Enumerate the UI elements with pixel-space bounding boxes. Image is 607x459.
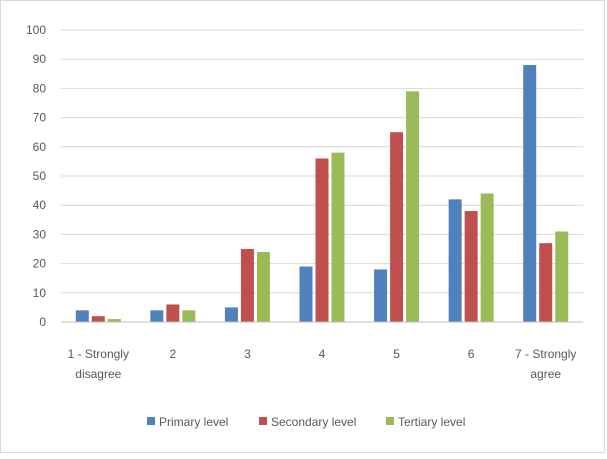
bar-primary-level	[374, 269, 388, 322]
y-tick-label: 90	[33, 52, 47, 66]
bar-primary-level	[75, 310, 89, 322]
bar-primary-level	[523, 65, 537, 322]
bar-primary-level	[299, 266, 313, 322]
x-tick-label: agree	[530, 367, 561, 381]
x-tick-label: 7 - Strongly	[515, 347, 576, 361]
y-tick-label: 20	[33, 257, 47, 271]
legend-swatch	[147, 417, 155, 425]
y-tick-label: 80	[33, 81, 47, 95]
x-tick-label: 3	[244, 347, 251, 361]
bar-primary-level	[224, 307, 238, 322]
bar-secondary-level	[390, 132, 404, 322]
legend: Primary level Secondary level Tertiary lev…	[147, 415, 465, 429]
y-axis-ticks: 0 10 20 30 40 50 60 70 80 90 100	[26, 23, 46, 329]
bar-secondary-level	[240, 249, 254, 322]
y-tick-label: 70	[33, 111, 47, 125]
y-tick-label: 30	[33, 227, 47, 241]
bar-secondary-level	[539, 243, 553, 322]
bar-secondary-level	[464, 211, 478, 322]
bar-tertiary-level	[256, 251, 270, 322]
y-tick-label: 50	[33, 169, 47, 183]
x-axis-labels: 1 - Strongly disagree 2 3 4 5 6 7 - Strongly agr…	[68, 347, 577, 381]
x-tick-label: 4	[319, 347, 326, 361]
x-tick-label: 5	[393, 347, 400, 361]
bar-secondary-level	[315, 158, 329, 322]
x-tick-label: 1 - Strongly	[68, 347, 129, 361]
x-tick-label: 2	[170, 347, 177, 361]
y-tick-label: 40	[33, 198, 47, 212]
bar-tertiary-level	[107, 319, 121, 322]
bar-tertiary-level	[331, 152, 345, 322]
bar-secondary-level	[91, 316, 105, 322]
bars	[75, 65, 569, 322]
bar-tertiary-level	[182, 310, 196, 322]
y-tick-label: 100	[26, 23, 46, 37]
legend-swatch	[386, 417, 394, 425]
y-tick-label: 10	[33, 286, 47, 300]
legend-label: Secondary level	[271, 415, 356, 429]
bar-primary-level	[150, 310, 164, 322]
bar-tertiary-level	[406, 91, 420, 322]
bar-secondary-level	[166, 304, 180, 322]
legend-swatch	[259, 417, 267, 425]
legend-label: Tertiary level	[398, 415, 465, 429]
x-tick-label: 6	[468, 347, 475, 361]
bar-tertiary-level	[480, 193, 494, 322]
y-tick-label: 60	[33, 140, 47, 154]
y-tick-label: 0	[39, 315, 46, 329]
bar-primary-level	[448, 199, 462, 322]
bar-tertiary-level	[555, 231, 569, 322]
x-tick-label: disagree	[75, 367, 121, 381]
legend-label: Primary level	[159, 415, 228, 429]
